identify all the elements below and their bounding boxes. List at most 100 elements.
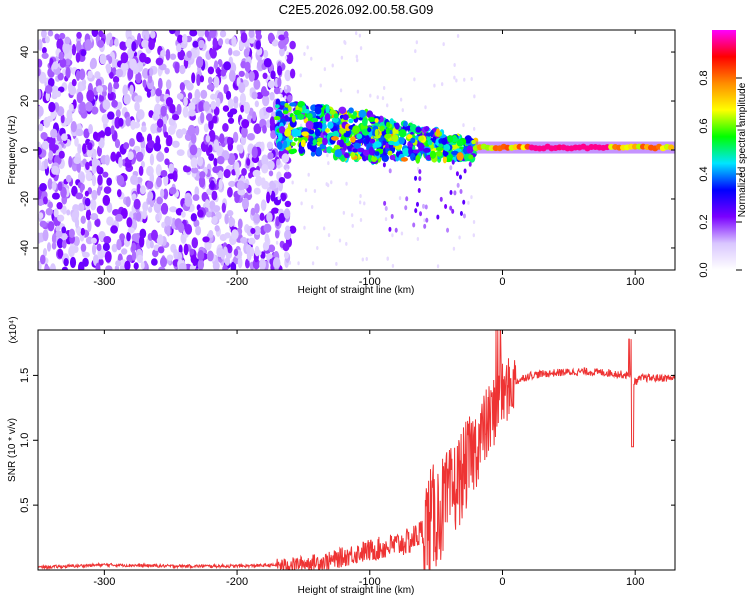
- spectrogram-noise-blob: [38, 199, 44, 207]
- spectrogram-streak: [463, 168, 467, 174]
- spectrogram-noise-blob: [68, 245, 75, 258]
- spectrogram-noise-blob: [261, 154, 269, 167]
- spectrogram-noise-blob: [248, 35, 255, 44]
- spectrogram-noise-blob: [48, 101, 56, 113]
- spectrogram-streak: [439, 196, 443, 202]
- spectrogram-noise-blob: [124, 260, 131, 270]
- spectrogram-noise-blob: [39, 220, 47, 228]
- spectrogram-noise-blob: [237, 188, 246, 196]
- spectrogram-noise-blob: [265, 253, 273, 260]
- spectrogram-onset-blob: [291, 128, 300, 138]
- spectrogram-noise-blob: [284, 229, 292, 240]
- spectrogram-noise-blob: [78, 202, 85, 212]
- spectrogram-noise-blob: [68, 155, 73, 168]
- spectrogram-faint-dot: [335, 261, 338, 266]
- spectrogram-noise-blob: [212, 37, 218, 49]
- spectrogram-noise-blob: [269, 91, 275, 101]
- spectrogram-onset-blob: [374, 151, 380, 156]
- spectrogram-noise-blob: [98, 137, 105, 149]
- spectrogram-onset-blob: [339, 139, 345, 148]
- spectrogram-noise-blob: [97, 131, 106, 138]
- spectrogram-faint-dot: [358, 200, 362, 205]
- spectrogram-faint-dot: [436, 264, 440, 269]
- spectrogram-faint-dot: [280, 94, 283, 99]
- spectrogram-noise-blob: [190, 133, 197, 145]
- spectrogram-noise-blob: [107, 82, 113, 94]
- spectrogram-noise-blob: [177, 49, 186, 61]
- spectrogram-noise-blob: [87, 70, 93, 79]
- spectrogram-noise-blob: [126, 217, 133, 228]
- spectrogram-onset-blob: [325, 105, 330, 114]
- spectrogram-noise-blob: [122, 84, 128, 97]
- spectrogram-noise-blob: [110, 125, 115, 135]
- spectrogram-onset-blob: [274, 104, 280, 109]
- spectrogram-noise-blob: [183, 243, 189, 256]
- spectrogram-noise-blob: [172, 170, 178, 182]
- spectrogram-noise-blob: [235, 166, 240, 178]
- spectrogram-noise-blob: [167, 125, 176, 135]
- spectrogram-onset-blob: [273, 115, 281, 121]
- spectrogram-faint-dot: [299, 73, 302, 78]
- spectrogram-x-label: Height of straight line (km): [298, 285, 415, 296]
- spectrogram-noise-blob: [56, 201, 63, 210]
- spectrogram-noise-blob: [38, 71, 47, 84]
- spectrogram-onset-blob: [450, 150, 459, 156]
- spectrogram-noise-blob: [240, 104, 245, 113]
- snr-panel: -300 -200 -100 0 100 0.5 1.0 1.5 Height of str…: [7, 316, 676, 596]
- spectrogram-onset-blob: [283, 140, 288, 149]
- spectrogram-noise-blob: [250, 207, 256, 216]
- spectrogram-onset-blob: [277, 131, 283, 141]
- spectrogram-onset-blob: [308, 129, 315, 135]
- spectrogram-x-axis: -300 -200 -100 0 100: [93, 30, 644, 288]
- spectrogram-noise-blob: [116, 238, 122, 251]
- spectrogram-noise-blob: [75, 70, 81, 82]
- spectrogram-noise-blob: [179, 64, 186, 75]
- spectrogram-noise-blob: [212, 166, 220, 174]
- spectrogram-onset-blob: [367, 153, 373, 163]
- spectrogram-streak: [455, 171, 459, 177]
- spectrogram-streak: [414, 175, 418, 181]
- spectrogram-noise-blob: [130, 119, 136, 131]
- spectrogram-faint-dot: [313, 188, 317, 193]
- spectrogram-noise-blob: [90, 198, 97, 211]
- spectrogram-faint-dot: [470, 195, 473, 200]
- spectrogram-noise-blob: [169, 53, 177, 60]
- spectrogram-noise-blob: [105, 33, 111, 46]
- spectrogram-onset-blob: [350, 151, 356, 158]
- spectrogram-noise-blob: [127, 151, 134, 161]
- spectrogram-noise-blob: [54, 33, 60, 40]
- spectrogram-noise-blob: [85, 236, 94, 245]
- spectrogram-faint-dot: [280, 163, 283, 168]
- spectrogram-noise-blob: [139, 52, 147, 63]
- spectrogram-noise-blob: [91, 243, 97, 256]
- spectrogram-onset-blob: [367, 127, 372, 133]
- spectrogram-noise-blob: [259, 212, 265, 221]
- spectrogram-streak: [419, 211, 423, 217]
- spectrogram-noise-blob: [254, 100, 259, 108]
- spectrogram-noise-blob: [179, 82, 185, 92]
- spectrogram-noise-blob: [254, 175, 263, 187]
- snr-frame: [37, 329, 676, 571]
- spectrogram-noise-blob: [51, 180, 57, 191]
- spectrogram-onset-blob: [348, 118, 354, 124]
- spectrogram-noise-blob: [110, 151, 117, 162]
- snr-x-tick-label: 100: [626, 576, 644, 588]
- spectrogram-faint-dot: [456, 34, 460, 39]
- spectrogram-noise-blob: [248, 237, 256, 245]
- spectrogram-noise-blob: [157, 246, 165, 254]
- colorbar-tick-label: 0.2: [698, 214, 710, 229]
- spectrogram-faint-dot: [463, 77, 466, 82]
- spectrogram-noise-blob: [178, 262, 187, 270]
- spectrogram-faint-dot: [330, 180, 333, 185]
- spectrogram-noise-blob: [177, 222, 185, 233]
- spectrogram-noise-blob: [156, 151, 165, 163]
- spectrogram-faint-dot: [275, 34, 279, 39]
- spectrogram-noise-blob: [62, 41, 70, 54]
- spectrogram-noise-blob: [185, 82, 194, 91]
- spectrogram-noise-blob: [208, 229, 214, 238]
- spectrogram-noise-blob: [164, 158, 170, 166]
- spectrogram-streak: [422, 203, 426, 209]
- spectrogram-noise-blob: [61, 239, 67, 249]
- spectrogram-streak: [394, 227, 398, 233]
- spectrogram-noise-blob: [55, 230, 63, 238]
